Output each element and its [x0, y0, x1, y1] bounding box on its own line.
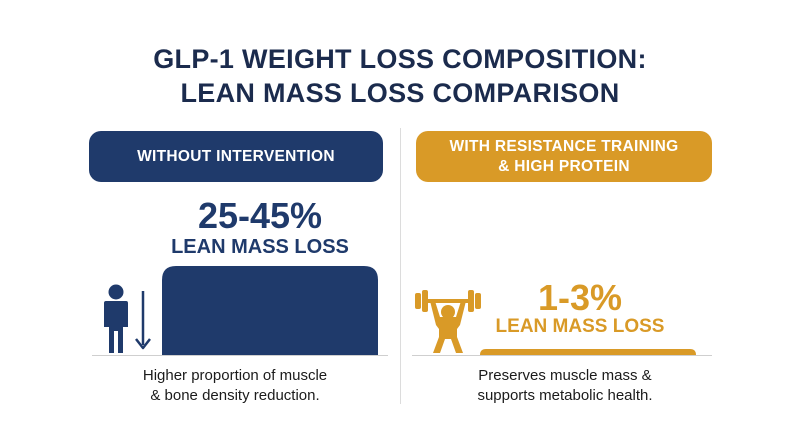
caption-right-line-1: Preserves muscle mass &	[478, 367, 652, 384]
bar-sublabel-right: LEAN MASS LOSS	[495, 316, 665, 337]
bar-without-intervention	[162, 266, 378, 355]
baseline-left	[92, 355, 388, 356]
resistance-training-label-line-1: WITH RESISTANCE TRAINING	[449, 137, 679, 155]
weightlifter-icon	[415, 290, 481, 353]
bar-value-label-left: 25-45%	[197, 195, 323, 236]
without-intervention-label: WITHOUT INTERVENTION	[137, 147, 335, 165]
title-line-1: GLP-1 WEIGHT LOSS COMPOSITION:	[153, 44, 647, 74]
title-line-2: LEAN MASS LOSS COMPARISON	[180, 78, 620, 108]
caption-left-line-1: Higher proportion of muscle	[142, 367, 328, 384]
baseline-right	[412, 355, 712, 356]
without-intervention-header: WITHOUT INTERVENTION	[89, 131, 383, 182]
caption-right-line-2: supports metabolic health.	[477, 387, 653, 404]
page-title: GLP-1 WEIGHT LOSS COMPOSITION: LEAN MASS…	[0, 42, 800, 110]
person-down-arrow-icon	[104, 284, 151, 353]
caption-left-line-2: & bone density reduction.	[150, 387, 320, 404]
bar-value-label-right: 1-3%	[537, 277, 623, 318]
caption-right: Preserves muscle mass & supports metabol…	[430, 366, 700, 406]
bar-sublabel-left: LEAN MASS LOSS	[171, 236, 349, 258]
caption-left: Higher proportion of muscle & bone densi…	[100, 366, 370, 406]
bar-resistance-training	[480, 349, 696, 355]
resistance-training-header: WITH RESISTANCE TRAINING & HIGH PROTEIN	[416, 131, 712, 182]
resistance-training-label-line-2: & HIGH PROTEIN	[498, 157, 630, 175]
center-divider	[400, 128, 401, 404]
